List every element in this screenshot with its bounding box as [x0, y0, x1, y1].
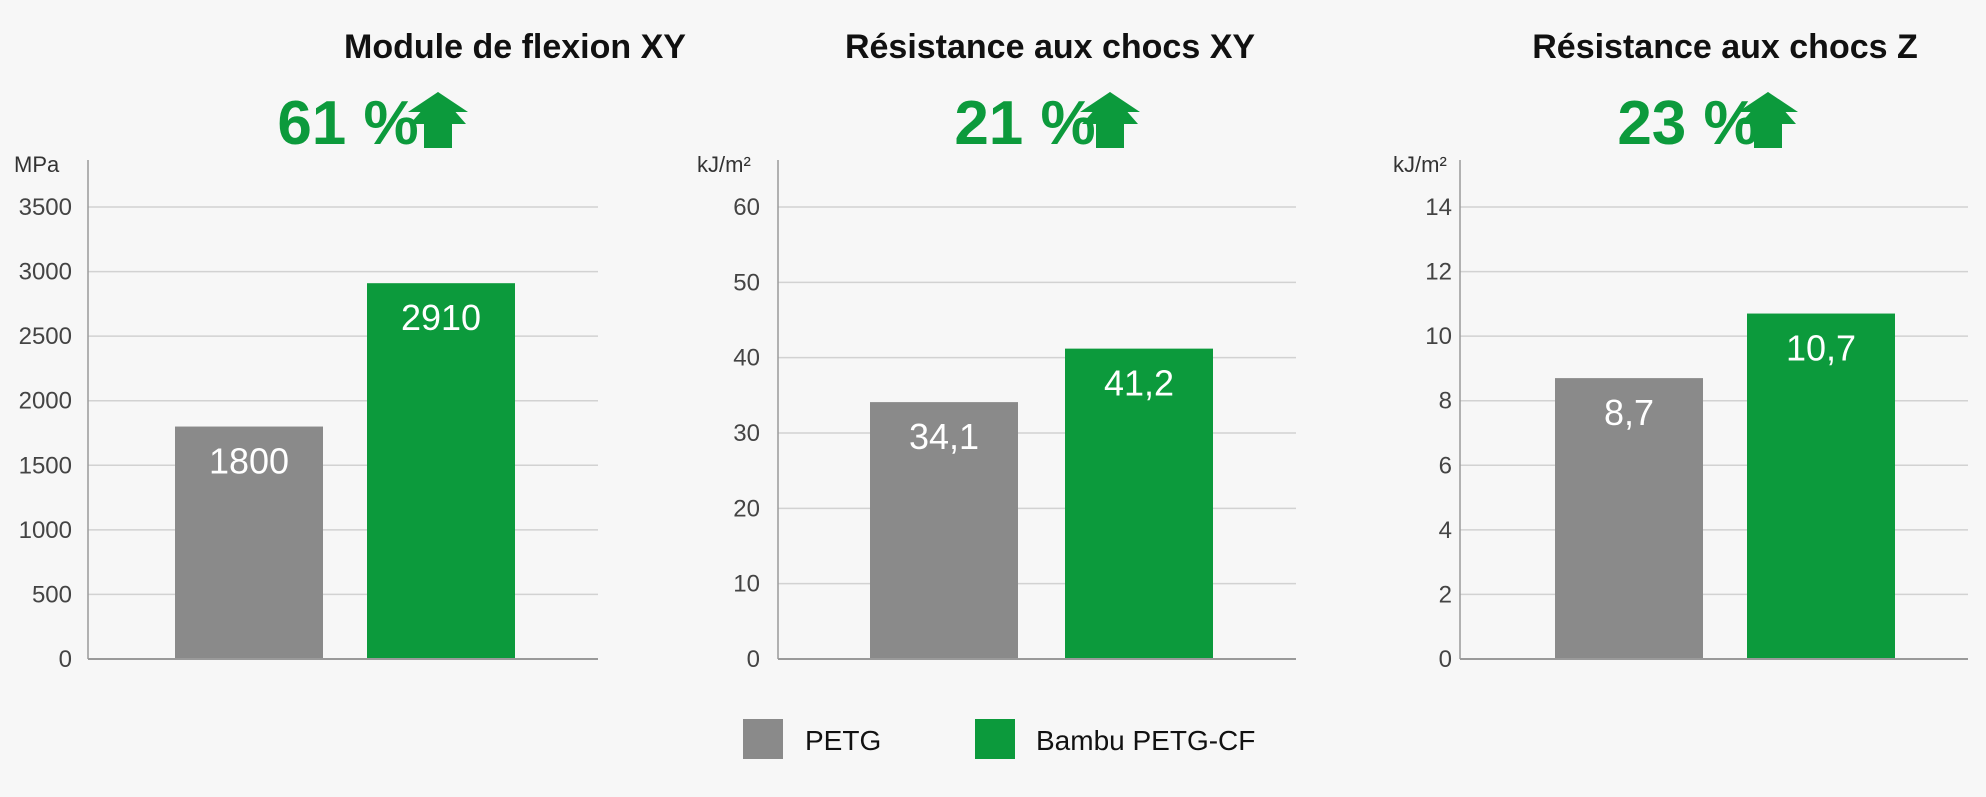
bar-value-label-petg-cf: 41,2: [1104, 363, 1174, 404]
y-tick-label: 1000: [19, 517, 72, 544]
y-tick-label: 10: [1425, 323, 1452, 350]
improvement-value: 61 %: [277, 89, 418, 158]
chart-title: Module de flexion XY: [344, 28, 686, 66]
arrow-up-shape: [1740, 92, 1796, 148]
y-axis-unit: MPa: [14, 152, 60, 177]
y-tick-label: 30: [733, 420, 760, 447]
y-tick-label: 0: [59, 646, 72, 673]
bar-petg: [175, 426, 323, 659]
bar-petg-cf: [1747, 313, 1895, 659]
bar-value-label-petg-cf: 2910: [401, 297, 481, 338]
bar-petg-cf: [367, 283, 515, 659]
y-tick-label: 50: [733, 269, 760, 296]
bar-value-label-petg-cf: 10,7: [1786, 328, 1856, 369]
chart-title: Résistance aux chocs Z: [1532, 28, 1918, 66]
y-tick-label: 1500: [19, 452, 72, 479]
y-tick-label: 2000: [19, 388, 72, 415]
y-tick-label: 2500: [19, 323, 72, 350]
y-tick-label: 500: [32, 581, 72, 608]
legend-label-petg: PETG: [805, 725, 881, 756]
y-tick-label: 10: [733, 571, 760, 598]
y-tick-label: 12: [1425, 259, 1452, 286]
bar-value-label-petg: 1800: [209, 441, 289, 482]
y-tick-label: 0: [1439, 646, 1452, 673]
improvement-value: 21 %: [954, 89, 1095, 158]
y-tick-label: 8: [1439, 388, 1452, 415]
legend: PETG Bambu PETG-CF: [743, 719, 1255, 759]
bar-value-label-petg: 8,7: [1604, 392, 1654, 433]
legend-label-petg-cf: Bambu PETG-CF: [1036, 725, 1255, 756]
y-tick-label: 20: [733, 495, 760, 522]
y-axis-unit: kJ/m²: [697, 152, 751, 177]
y-tick-label: 0: [747, 646, 760, 673]
y-tick-label: 3000: [19, 259, 72, 286]
y-axis-unit: kJ/m²: [1393, 152, 1447, 177]
legend-swatch-petg-cf: [975, 719, 1015, 759]
improvement-value: 23 %: [1617, 89, 1758, 158]
arrow-up-shape: [410, 92, 466, 148]
y-tick-label: 3500: [19, 194, 72, 221]
bar-petg: [870, 402, 1018, 659]
bar-value-label-petg: 34,1: [909, 416, 979, 457]
chart-flexion-xy: Module de flexion XY 61 % MPa 0 500 1000 1500 2…: [14, 28, 686, 673]
y-tick-label: 14: [1425, 194, 1452, 221]
chart-title: Résistance aux chocs XY: [845, 28, 1255, 66]
y-tick-label: 2: [1439, 581, 1452, 608]
chart-chocs-xy: Résistance aux chocs XY 21 % kJ/m² 0 10 20 30 4…: [697, 28, 1296, 673]
y-tick-label: 60: [733, 194, 760, 221]
bar-petg-cf: [1065, 348, 1213, 659]
legend-swatch-petg: [743, 719, 783, 759]
y-tick-label: 40: [733, 345, 760, 372]
arrow-up-shape: [1082, 92, 1138, 148]
y-tick-label: 6: [1439, 452, 1452, 479]
bar-petg: [1555, 378, 1703, 659]
chart-chocs-z: Résistance aux chocs Z 23 % kJ/m² 0 2 4 6 8 10 12…: [1393, 28, 1968, 673]
y-tick-label: 4: [1439, 517, 1452, 544]
